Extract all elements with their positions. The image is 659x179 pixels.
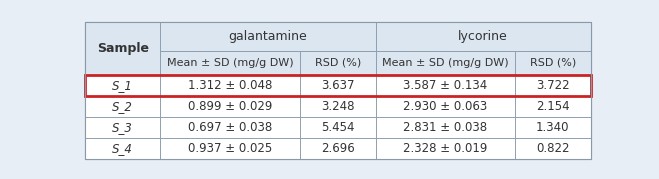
Text: 0.937 ± 0.025: 0.937 ± 0.025 <box>188 142 272 155</box>
Bar <box>300 50 376 75</box>
Text: S_2: S_2 <box>112 100 133 113</box>
Bar <box>85 117 161 138</box>
Text: RSD (%): RSD (%) <box>314 58 361 68</box>
Bar <box>85 22 161 75</box>
Text: 2.154: 2.154 <box>536 100 569 113</box>
Bar <box>300 96 376 117</box>
Text: S_1: S_1 <box>112 79 133 92</box>
Bar <box>515 75 590 96</box>
Text: Mean ± SD (mg/g DW): Mean ± SD (mg/g DW) <box>167 58 293 68</box>
Bar <box>376 75 515 96</box>
Bar <box>85 75 161 96</box>
Text: 0.697 ± 0.038: 0.697 ± 0.038 <box>188 121 272 134</box>
Bar <box>161 96 300 117</box>
Text: 5.454: 5.454 <box>321 121 355 134</box>
Text: 1.312 ± 0.048: 1.312 ± 0.048 <box>188 79 272 92</box>
Bar <box>376 22 590 50</box>
Text: Sample: Sample <box>97 42 149 55</box>
Text: RSD (%): RSD (%) <box>530 58 576 68</box>
Text: 2.930 ± 0.063: 2.930 ± 0.063 <box>403 100 488 113</box>
Bar <box>85 138 161 159</box>
Text: 2.831 ± 0.038: 2.831 ± 0.038 <box>403 121 487 134</box>
Text: 3.722: 3.722 <box>536 79 569 92</box>
Text: S_4: S_4 <box>112 142 133 155</box>
Bar <box>85 75 590 96</box>
Bar <box>376 138 515 159</box>
Text: Mean ± SD (mg/g DW): Mean ± SD (mg/g DW) <box>382 58 509 68</box>
Text: 2.328 ± 0.019: 2.328 ± 0.019 <box>403 142 488 155</box>
Bar <box>161 50 300 75</box>
Bar <box>161 138 300 159</box>
Bar <box>300 75 376 96</box>
Bar <box>515 96 590 117</box>
Text: 3.248: 3.248 <box>321 100 355 113</box>
Text: galantamine: galantamine <box>229 30 307 43</box>
Text: 0.899 ± 0.029: 0.899 ± 0.029 <box>188 100 272 113</box>
Text: 1.340: 1.340 <box>536 121 569 134</box>
Text: S_3: S_3 <box>112 121 133 134</box>
Bar <box>515 138 590 159</box>
Bar <box>85 96 161 117</box>
Bar <box>376 117 515 138</box>
Text: lycorine: lycorine <box>458 30 508 43</box>
Bar <box>376 96 515 117</box>
Bar <box>515 117 590 138</box>
Bar <box>515 50 590 75</box>
Bar <box>300 117 376 138</box>
Bar <box>376 50 515 75</box>
Bar <box>161 117 300 138</box>
Bar <box>300 138 376 159</box>
Text: 0.822: 0.822 <box>536 142 569 155</box>
Bar <box>161 22 376 50</box>
Text: 3.587 ± 0.134: 3.587 ± 0.134 <box>403 79 488 92</box>
Text: 3.637: 3.637 <box>321 79 355 92</box>
Bar <box>161 75 300 96</box>
Text: 2.696: 2.696 <box>321 142 355 155</box>
